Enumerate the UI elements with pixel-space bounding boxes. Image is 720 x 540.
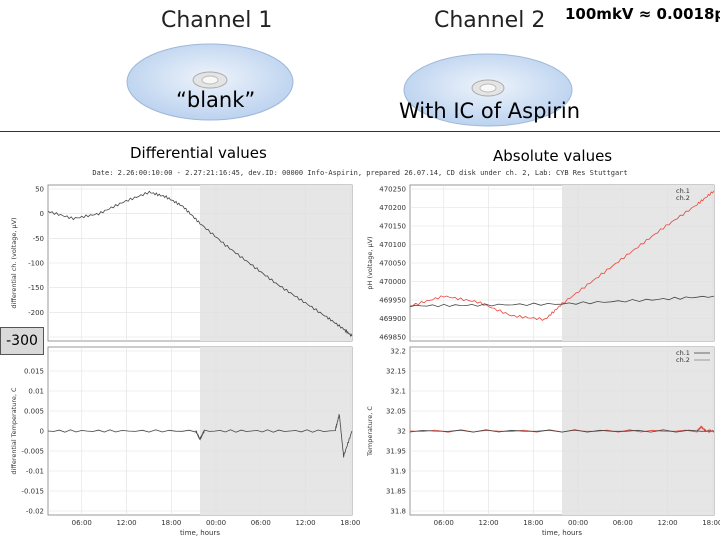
- y-tick-label: 0.01: [28, 388, 44, 396]
- y-tick-label: 470100: [379, 241, 406, 249]
- x-tick-label: 12:00: [116, 519, 136, 527]
- y-tick-label: -200: [28, 309, 44, 317]
- overlay-badge: -300: [0, 327, 44, 355]
- y-tick-label: 0.015: [24, 368, 44, 376]
- y-axis-label: differential Temperature, C: [10, 387, 18, 475]
- y-tick-label: 31.95: [386, 448, 406, 456]
- ic-label: With IC of Aspirin: [399, 99, 581, 123]
- x-tick-label: 18:00: [523, 519, 543, 527]
- y-axis-label: pH (voltage, μV): [366, 236, 374, 289]
- cd-disc-channel1: [126, 43, 294, 121]
- y-tick-label: -0.015: [21, 488, 44, 496]
- y-tick-label: 469900: [379, 315, 406, 323]
- left-caption: Differential values: [130, 144, 267, 162]
- x-tick-label: 06:00: [251, 519, 271, 527]
- legend-entry: ch.1: [676, 187, 690, 195]
- y-tick-label: -0.02: [26, 508, 44, 516]
- y-tick-label: -100: [28, 260, 44, 268]
- plot-header: Date: 2.26:00:10:00 - 2.27:21:16:45, dev…: [92, 169, 628, 177]
- y-tick-label: 32: [397, 428, 406, 436]
- y-tick-label: 32.2: [390, 348, 406, 356]
- y-tick-label: 470200: [379, 204, 406, 212]
- blank-label: “blank”: [176, 88, 256, 112]
- y-axis-label: Temperature, C: [366, 406, 374, 457]
- series-line-ch.2: [409, 429, 715, 433]
- y-tick-label: 32.05: [386, 408, 406, 416]
- y-tick-label: 470000: [379, 278, 406, 286]
- x-tick-label: 12:00: [295, 519, 315, 527]
- cd-disc-channel2: [403, 53, 573, 127]
- y-tick-label: -0.005: [21, 448, 44, 456]
- x-tick-label: 12:00: [478, 519, 498, 527]
- y-tick-label: -50: [33, 235, 44, 243]
- series-line-ch.1: [409, 190, 715, 321]
- channel2-title: Channel 2: [434, 8, 546, 33]
- y-tick-label: 469850: [379, 334, 406, 342]
- channel1-title: Channel 1: [161, 8, 273, 33]
- y-tick-label: 32.1: [390, 388, 406, 396]
- conversion-note: 100mkV ≈ 0.0018pH: [565, 5, 720, 23]
- x-tick-label: 06:00: [72, 519, 92, 527]
- x-tick-label: 06:00: [434, 519, 454, 527]
- series-line-diff: [47, 413, 353, 458]
- y-tick-label: 470250: [379, 186, 406, 194]
- y-tick-label: 32.15: [386, 368, 406, 376]
- x-tick-label: 18:00: [340, 519, 360, 527]
- x-axis-label: time, hours: [180, 529, 220, 537]
- x-tick-label: 06:00: [613, 519, 633, 527]
- x-tick-label: 18:00: [702, 519, 720, 527]
- x-tick-label: 12:00: [657, 519, 677, 527]
- legend-entry: ch.2: [676, 356, 690, 364]
- legend-entry: ch.2: [676, 194, 690, 202]
- y-tick-label: 31.85: [386, 488, 406, 496]
- legend-entry: ch.1: [676, 349, 690, 357]
- y-tick-label: 469950: [379, 297, 406, 305]
- y-tick-label: 31.9: [390, 468, 406, 476]
- y-tick-label: 31.8: [390, 508, 406, 516]
- y-tick-label: 50: [35, 186, 44, 194]
- y-tick-label: 0.005: [24, 408, 44, 416]
- right-caption: Absolute values: [493, 147, 613, 165]
- series-line-diff: [47, 190, 353, 338]
- y-axis-label: differential ch. (voltage, μV): [10, 217, 18, 308]
- x-tick-label: 00:00: [206, 519, 226, 527]
- series-line-ch.2: [409, 295, 715, 308]
- x-axis-label: time, hours: [542, 529, 582, 537]
- y-tick-label: 470150: [379, 223, 406, 231]
- x-tick-label: 00:00: [568, 519, 588, 527]
- x-tick-label: 18:00: [161, 519, 181, 527]
- y-tick-label: -0.01: [26, 468, 44, 476]
- y-tick-label: 0: [40, 428, 44, 436]
- divider: [0, 131, 720, 132]
- y-tick-label: 0: [40, 210, 44, 218]
- y-tick-label: 470050: [379, 260, 406, 268]
- y-tick-label: -150: [28, 284, 44, 292]
